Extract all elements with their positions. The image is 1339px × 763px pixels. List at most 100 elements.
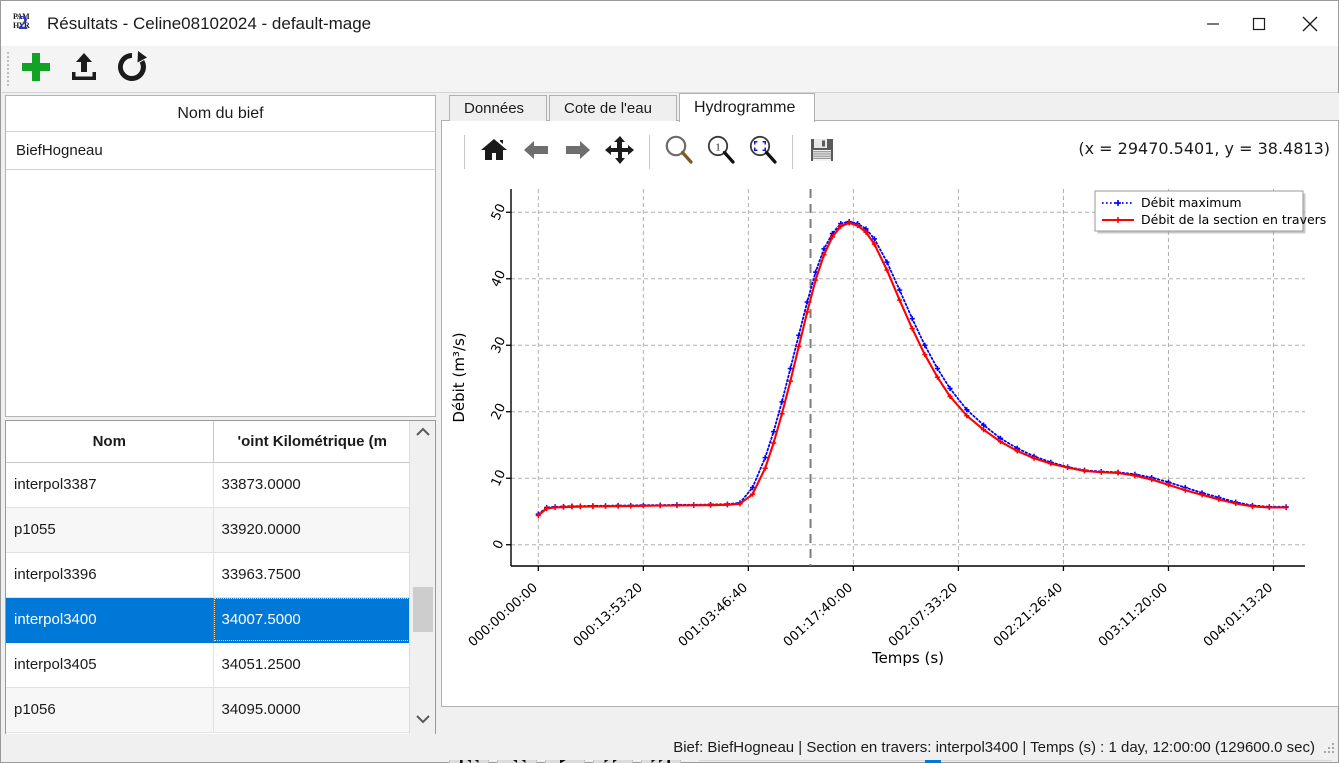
coordinate-readout: (x = 29470.5401, y = 38.4813) [1078, 139, 1330, 158]
column-header-pk[interactable]: 'oint Kilométrique (m [213, 421, 411, 463]
svg-text:Débit maximum: Débit maximum [1141, 195, 1242, 210]
home-button[interactable] [473, 128, 515, 176]
upload-icon [67, 50, 101, 89]
table-row[interactable]: p1056 34095.0000 [6, 687, 411, 733]
svg-text:40: 40 [489, 268, 510, 289]
table-scrollbar[interactable] [409, 421, 435, 734]
table-row-selected[interactable]: interpol3400 34007.5000 [6, 597, 411, 643]
forward-button[interactable] [557, 128, 599, 176]
svg-text:002:21:26:40: 002:21:26:40 [991, 580, 1066, 650]
refresh-icon [114, 49, 150, 90]
export-button[interactable] [60, 47, 108, 91]
chart-canvas[interactable]: 0 10 20 30 40 50 000:00:00:00 000:13:53:20 001:0… [442, 183, 1338, 705]
cell-nom[interactable]: interpol3396 [6, 552, 214, 598]
tab-strip: Données Cote de l'eau Hydrogramme [441, 93, 1339, 122]
table-row[interactable]: interpol3396 33963.7500 [6, 552, 411, 598]
back-button[interactable] [515, 128, 557, 176]
toolbar-separator [464, 135, 465, 169]
hydrograph-chart[interactable]: 0 10 20 30 40 50 000:00:00:00 000:13:53:20 001:0… [442, 183, 1338, 705]
window-controls [1190, 1, 1338, 46]
bief-panel: Nom du bief BiefHogneau [5, 95, 436, 417]
svg-text:002:07:33:20: 002:07:33:20 [886, 580, 961, 650]
toolbar-grip[interactable] [4, 51, 12, 87]
cell-pk[interactable]: 33963.7500 [213, 552, 411, 598]
bief-list-item[interactable]: BiefHogneau [6, 132, 435, 170]
table-row[interactable]: p1055 33920.0000 [6, 507, 411, 553]
reload-button[interactable] [108, 47, 156, 91]
plus-icon [19, 50, 53, 89]
right-pane: Données Cote de l'eau Hydrogramme [441, 93, 1339, 763]
sections-table: Nom 'oint Kilométrique (m interpol3387 3… [6, 421, 411, 733]
magnifier-fit-icon [747, 134, 779, 171]
column-header-nom[interactable]: Nom [6, 421, 214, 463]
cell-nom[interactable]: p1055 [6, 507, 214, 553]
zoom-fit-button[interactable] [742, 128, 784, 176]
cell-pk[interactable]: 34051.2500 [213, 642, 411, 688]
table-row[interactable]: interpol3387 33873.0000 [6, 462, 411, 508]
plot-area: 1 [441, 121, 1339, 763]
arrow-right-icon [563, 135, 593, 170]
tab-donnees[interactable]: Données [449, 95, 547, 122]
svg-text:Débit (m³/s): Débit (m³/s) [450, 332, 468, 422]
toolbar-separator-3 [792, 135, 793, 169]
table-header-row: Nom 'oint Kilométrique (m [6, 421, 411, 463]
svg-text:001:03:46:40: 001:03:46:40 [676, 580, 751, 650]
svg-text:Débit de la section en travers: Débit de la section en travers [1141, 212, 1326, 227]
add-button[interactable] [12, 47, 60, 91]
matplotlib-toolbar: 1 [442, 121, 1338, 183]
magnifier-one-icon: 1 [705, 134, 737, 171]
cell-nom[interactable]: interpol3400 [6, 597, 214, 643]
window-title: Résultats - Celine08102024 - default-mag… [47, 13, 372, 33]
scrollbar-thumb[interactable] [413, 587, 433, 632]
status-text: Bief: BiefHogneau | Section en travers: … [673, 738, 1315, 756]
home-icon [479, 135, 509, 170]
minimize-button[interactable] [1190, 1, 1236, 46]
zoom-one-button[interactable]: 1 [700, 128, 742, 176]
maximize-button[interactable] [1236, 1, 1282, 46]
svg-text:50: 50 [489, 202, 510, 223]
svg-text:001:17:40:00: 001:17:40:00 [781, 580, 856, 650]
floppy-disk-icon [808, 136, 836, 169]
cell-pk[interactable]: 33920.0000 [213, 507, 411, 553]
cell-pk[interactable]: 33873.0000 [213, 462, 411, 508]
bief-column-header: Nom du bief [6, 96, 435, 132]
left-bottom-strip [5, 734, 436, 760]
svg-text:Temps (s): Temps (s) [871, 649, 944, 667]
table-row[interactable]: interpol3405 34051.2500 [6, 642, 411, 688]
pan-button[interactable] [599, 128, 641, 176]
move-icon [605, 135, 635, 170]
zoom-rect-button[interactable] [658, 128, 700, 176]
cell-nom[interactable]: interpol3405 [6, 642, 214, 688]
svg-text:000:13:53:20: 000:13:53:20 [571, 580, 646, 650]
title-bar: PAM HYR 2 Résultats - Celine08102024 - def… [1, 1, 1338, 46]
svg-text:003:11:20:00: 003:11:20:00 [1096, 580, 1171, 650]
scroll-down-button[interactable] [410, 708, 435, 734]
cell-pk[interactable]: 34095.0000 [213, 687, 411, 733]
tab-cote-de-l-eau[interactable]: Cote de l'eau [549, 95, 677, 122]
scroll-up-button[interactable] [410, 421, 435, 447]
chevron-up-icon [415, 425, 431, 443]
arrow-left-icon [521, 135, 551, 170]
svg-text:30: 30 [489, 335, 510, 356]
tab-hydrogramme[interactable]: Hydrogramme [679, 93, 815, 122]
save-figure-button[interactable] [801, 128, 843, 176]
svg-text:004:01:13:20: 004:01:13:20 [1201, 580, 1276, 650]
svg-text:000:00:00:00: 000:00:00:00 [466, 580, 541, 650]
toolbar-separator-2 [649, 135, 650, 169]
app-toolbar [2, 46, 1338, 93]
svg-text:1: 1 [715, 141, 721, 153]
svg-text:10: 10 [489, 468, 510, 489]
magnifier-icon [663, 134, 695, 171]
cell-nom[interactable]: interpol3387 [6, 462, 214, 508]
app-icon: PAM HYR 2 [13, 11, 30, 34]
close-button[interactable] [1282, 1, 1338, 46]
chevron-down-icon [415, 712, 431, 730]
svg-text:20: 20 [489, 401, 510, 422]
status-bar: Bief: BiefHogneau | Section en travers: … [441, 734, 1338, 760]
resize-grip[interactable] [1321, 740, 1335, 754]
cell-pk[interactable]: 34007.5000 [213, 597, 411, 643]
cell-nom[interactable]: p1056 [6, 687, 214, 733]
sections-table-panel: Nom 'oint Kilométrique (m interpol3387 3… [5, 420, 436, 735]
svg-text:0: 0 [490, 538, 507, 552]
